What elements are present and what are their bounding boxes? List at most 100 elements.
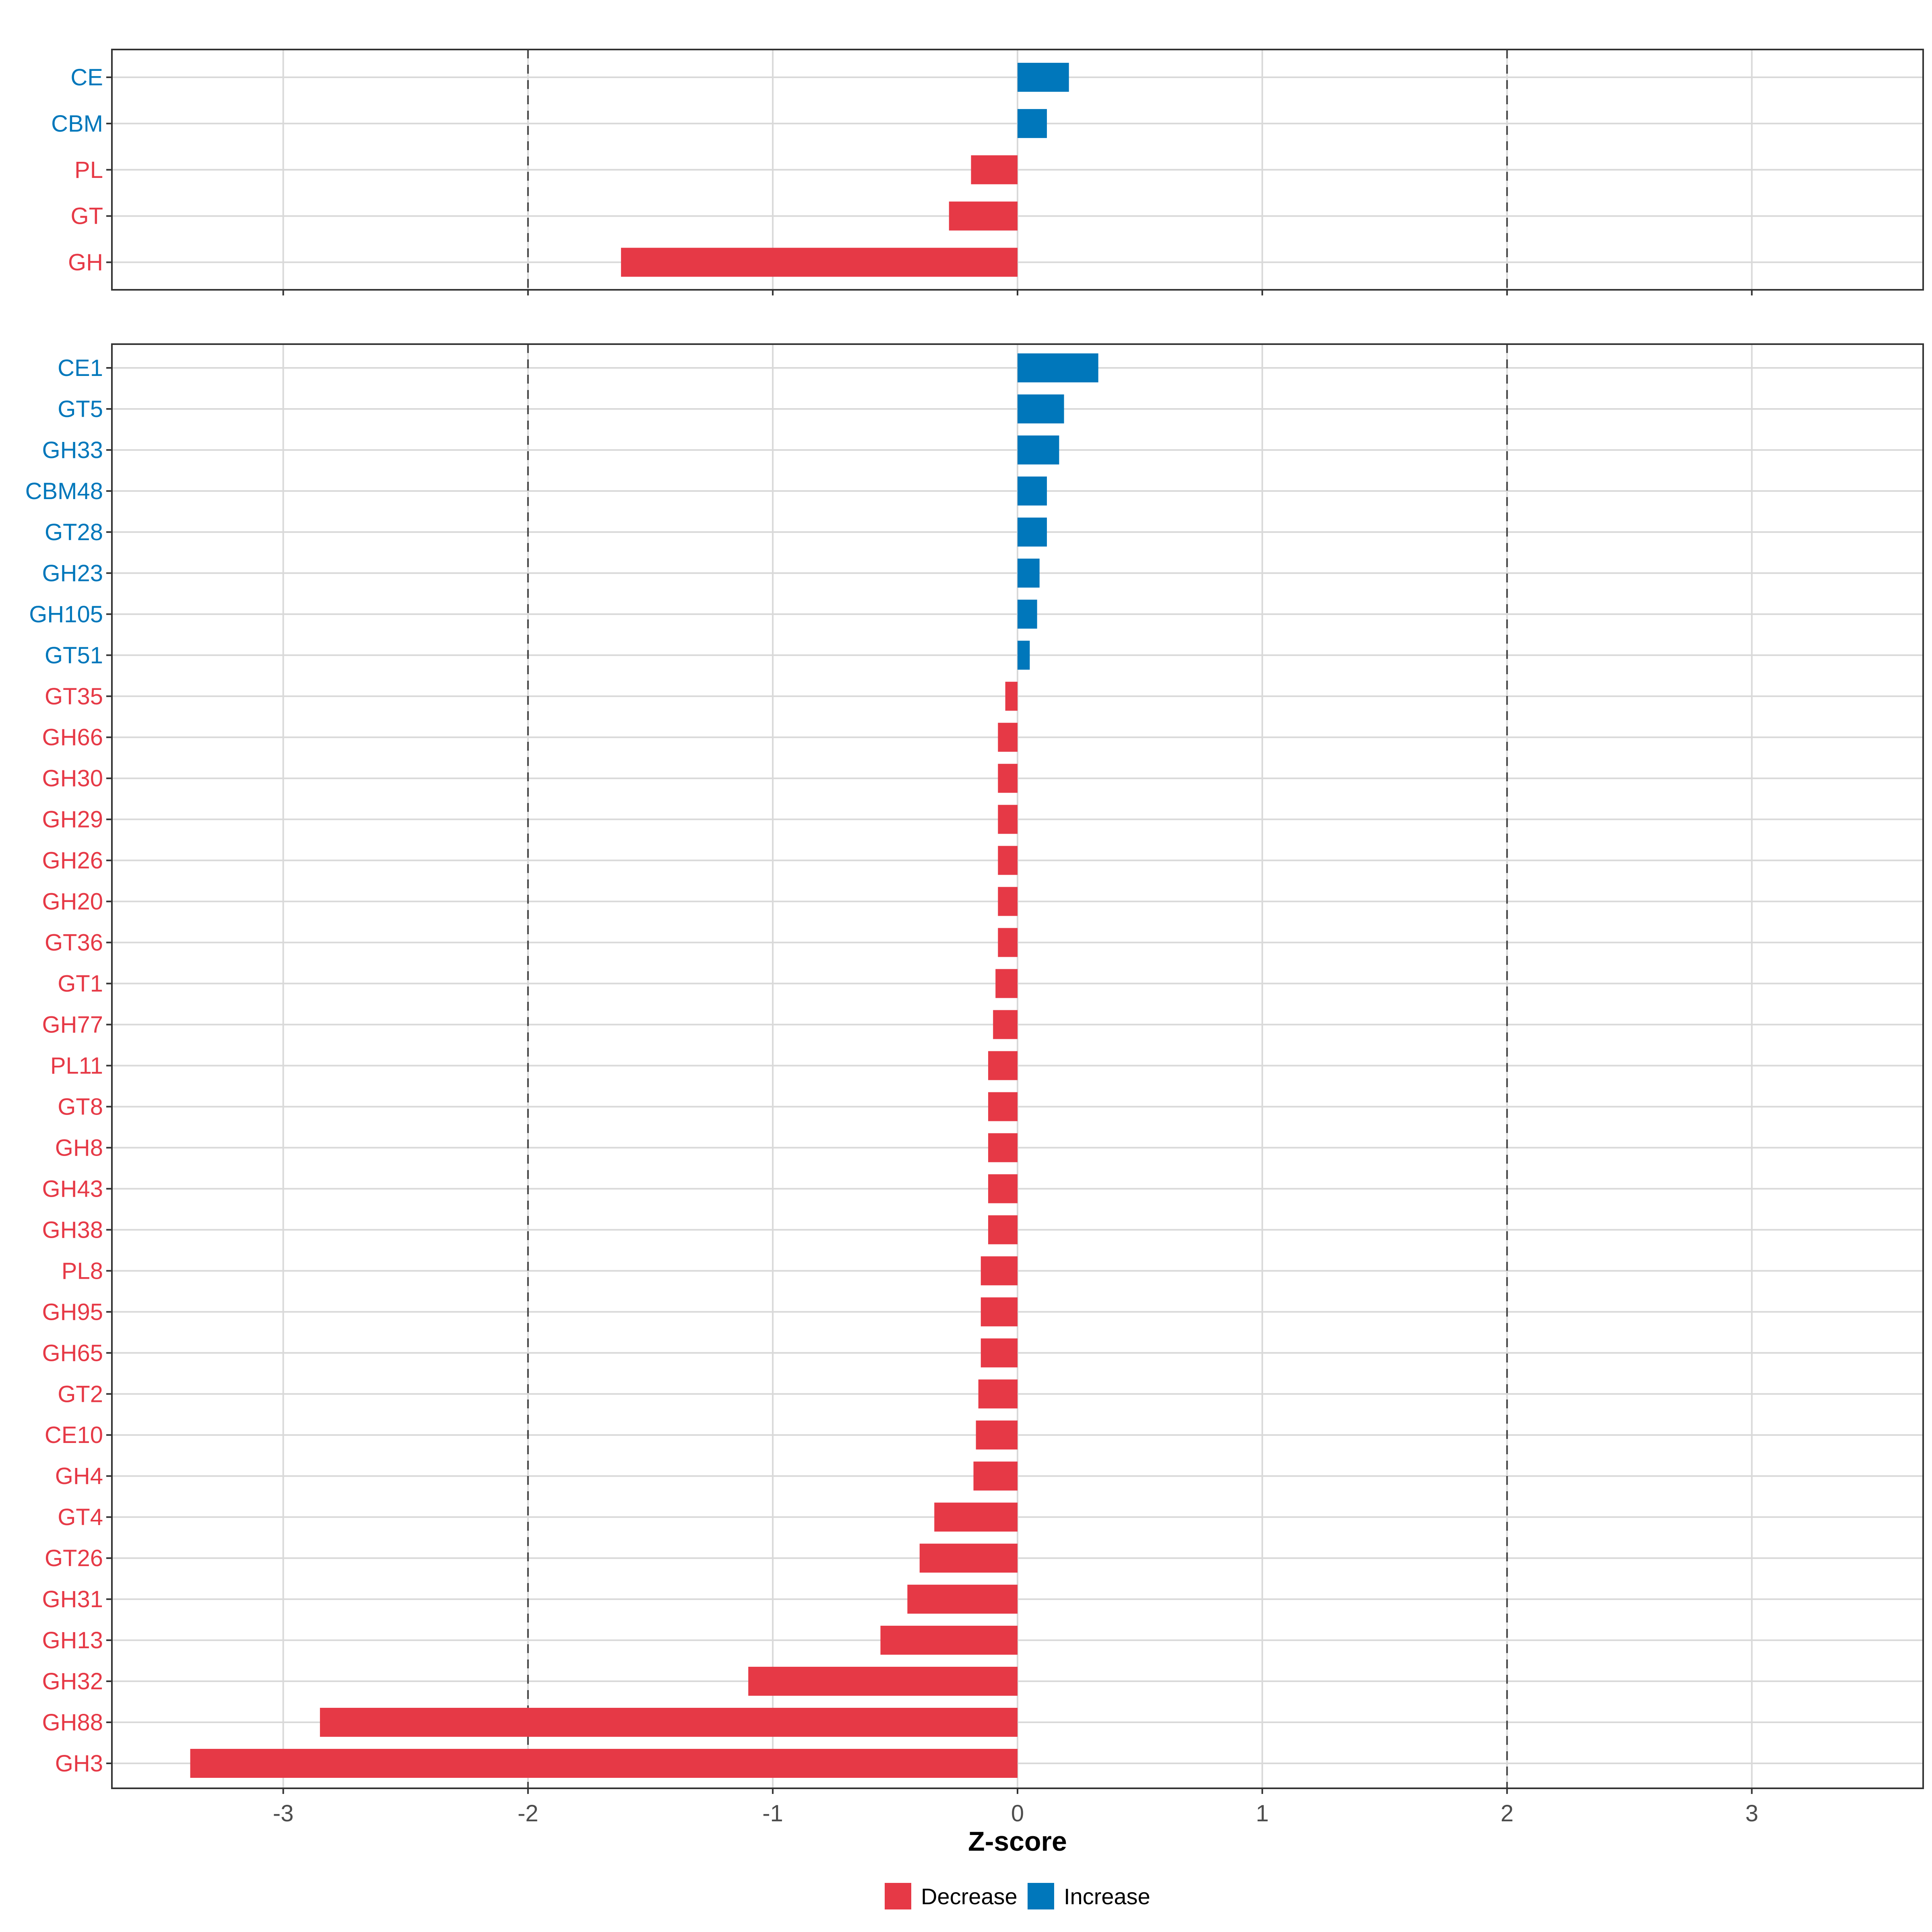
- panel-class: CE CBM PL GT GH: [51, 49, 1924, 295]
- bar-GT: [949, 201, 1018, 231]
- y-tick-label-GH13: GH13: [42, 1627, 103, 1653]
- y-tick-label-CBM: CBM: [51, 111, 103, 137]
- bar-GH30: [998, 764, 1018, 793]
- legend-label-increase: Increase: [1064, 1884, 1150, 1909]
- bar-GT28: [1018, 517, 1047, 547]
- x-axis: -3 -2 -1 0 1 2 3: [273, 1800, 1759, 1827]
- y-tick-label-GT51: GT51: [45, 642, 103, 669]
- y-tick-label-GT35: GT35: [45, 683, 103, 710]
- y-tick-label-GH66: GH66: [42, 724, 103, 751]
- bar-GH8: [988, 1133, 1018, 1162]
- bar-GH23: [1018, 558, 1040, 588]
- bar-CE1: [1018, 353, 1098, 382]
- x-tick-label: -1: [762, 1800, 783, 1827]
- y-tick-label-CE1: CE1: [58, 355, 103, 381]
- legend-swatch-decrease: [885, 1883, 911, 1909]
- y-tick-label-GH88: GH88: [42, 1709, 103, 1736]
- x-tick-label: 3: [1745, 1800, 1758, 1827]
- x-tick-label: -2: [518, 1800, 539, 1827]
- x-tick-label: 2: [1501, 1800, 1513, 1827]
- y-tick-label-PL: PL: [74, 157, 103, 183]
- y-tick-label-GH: GH: [68, 250, 103, 276]
- bar-GT4: [934, 1503, 1018, 1532]
- y-tick-label-GH95: GH95: [42, 1299, 103, 1325]
- y-tick-label-CBM48: CBM48: [25, 478, 103, 504]
- bar-GH29: [998, 805, 1018, 834]
- bar-GH20: [998, 887, 1018, 916]
- x-tick-label: 0: [1011, 1800, 1024, 1827]
- y-tick-label-GH31: GH31: [42, 1586, 103, 1612]
- y-tick-label-GH29: GH29: [42, 807, 103, 833]
- y-tick-label-GH33: GH33: [42, 437, 103, 463]
- bar-GH31: [907, 1585, 1018, 1614]
- x-tick-label: 1: [1256, 1800, 1269, 1827]
- legend-swatch-increase: [1028, 1883, 1054, 1909]
- x-tick-label: -3: [273, 1800, 294, 1827]
- y-tick-label-GH43: GH43: [42, 1176, 103, 1202]
- bar-GH3: [190, 1748, 1018, 1778]
- bar-CE: [1018, 63, 1069, 92]
- y-tick-label-CE: CE: [70, 64, 103, 91]
- bar-CE10: [976, 1420, 1018, 1450]
- y-tick-label-PL11: PL11: [50, 1053, 103, 1079]
- y-tick-label-GH32: GH32: [42, 1668, 103, 1695]
- bar-GH: [621, 248, 1018, 277]
- bar-GT1: [995, 969, 1018, 998]
- panel-border: [111, 343, 1924, 1789]
- y-tick-label-GT1: GT1: [58, 971, 103, 997]
- x-axis-title: Z-score: [968, 1826, 1067, 1857]
- y-tick-label-GH65: GH65: [42, 1340, 103, 1366]
- bar-GT5: [1018, 394, 1064, 423]
- panel-family: CE1 GT5 GH33 CBM48 GT28 GH23 GH105 GT51 GT35 GH66…: [25, 343, 1924, 1794]
- bar-CBM: [1018, 109, 1047, 138]
- bar-PL8: [980, 1256, 1018, 1286]
- bar-GH4: [973, 1461, 1018, 1491]
- bar-GH88: [320, 1708, 1018, 1737]
- y-tick-label-GH77: GH77: [42, 1012, 103, 1038]
- bar-PL11: [988, 1051, 1018, 1080]
- bar-GH32: [748, 1667, 1018, 1696]
- legend-label-decrease: Decrease: [921, 1884, 1018, 1909]
- bar-GT51: [1018, 640, 1030, 670]
- bar-GT35: [1005, 681, 1018, 711]
- y-tick-label-GT2: GT2: [58, 1381, 103, 1407]
- y-tick-label-GH3: GH3: [55, 1750, 103, 1777]
- bar-GH38: [988, 1215, 1018, 1245]
- bar-GH33: [1018, 435, 1059, 464]
- y-tick-label-GH30: GH30: [42, 766, 103, 792]
- y-tick-label-GT4: GT4: [58, 1504, 103, 1530]
- y-tick-label-GH8: GH8: [55, 1135, 103, 1161]
- panel-border: [111, 49, 1924, 291]
- bar-GT2: [978, 1379, 1018, 1409]
- y-tick-label-GT28: GT28: [45, 519, 103, 545]
- legend: Decrease Increase: [885, 1883, 1150, 1909]
- bar-GH13: [880, 1626, 1018, 1655]
- y-tick-label-GH20: GH20: [42, 889, 103, 915]
- bar-CBM48: [1018, 476, 1047, 506]
- bar-PL: [971, 155, 1018, 184]
- bar-GH43: [988, 1174, 1018, 1203]
- y-tick-label-GH105: GH105: [29, 601, 103, 627]
- chart-panels: CE CBM PL GT GH CE1 GT5 GH33 CBM48 GT28 GH23 GH105 G…: [25, 49, 1924, 1794]
- bar-GT36: [998, 928, 1018, 957]
- y-tick-label-GT36: GT36: [45, 930, 103, 956]
- y-tick-label-GT8: GT8: [58, 1094, 103, 1120]
- bar-GH66: [998, 722, 1018, 752]
- y-tick-label-CE10: CE10: [45, 1422, 103, 1448]
- bar-GT26: [919, 1544, 1018, 1573]
- y-tick-label-GH4: GH4: [55, 1463, 103, 1489]
- bar-GH95: [980, 1297, 1018, 1327]
- y-tick-label-GH26: GH26: [42, 848, 103, 874]
- bar-GH105: [1018, 599, 1037, 629]
- y-tick-label-GT5: GT5: [58, 396, 103, 422]
- bar-GT8: [988, 1092, 1018, 1121]
- y-tick-label-GT26: GT26: [45, 1545, 103, 1571]
- bar-GH65: [980, 1338, 1018, 1368]
- y-tick-label-GH38: GH38: [42, 1217, 103, 1243]
- y-tick-label-GT: GT: [70, 203, 103, 229]
- y-tick-label-GH23: GH23: [42, 560, 103, 586]
- bar-GH77: [993, 1010, 1018, 1039]
- y-tick-label-PL8: PL8: [62, 1258, 103, 1284]
- bar-GH26: [998, 846, 1018, 875]
